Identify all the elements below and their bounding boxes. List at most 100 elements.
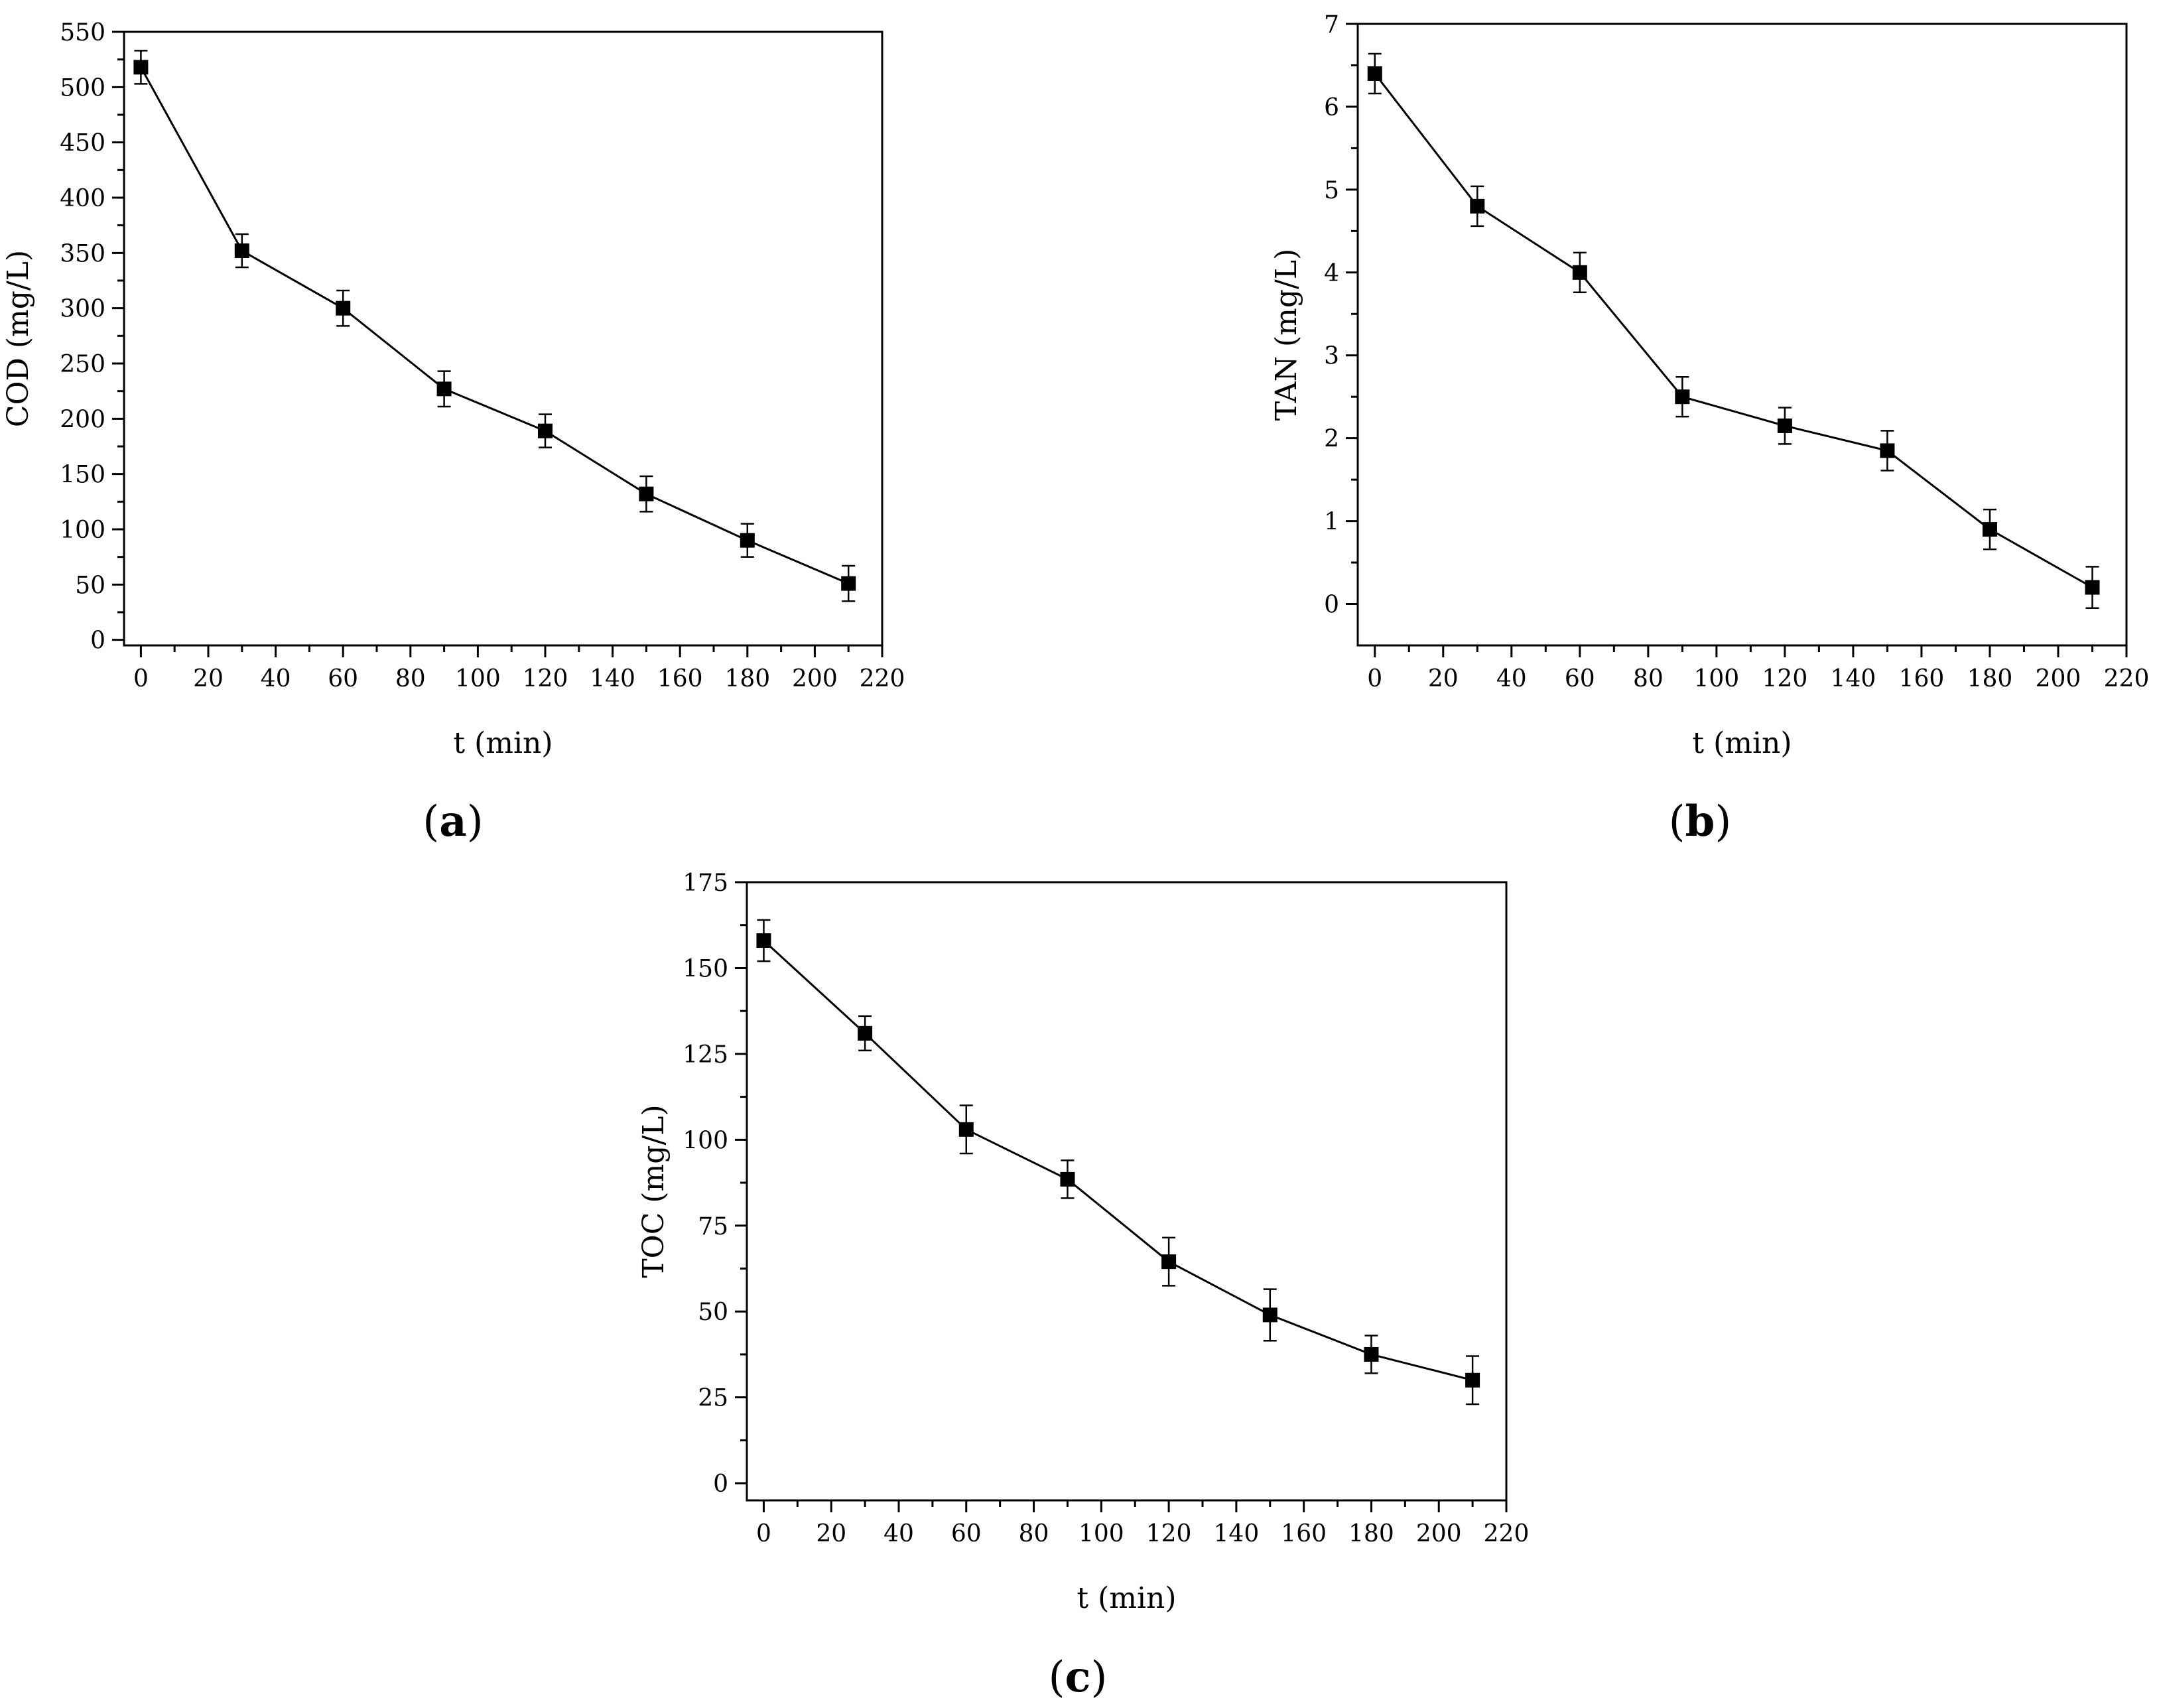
y-tick-label: 1 (1324, 509, 1339, 536)
data-point-marker (858, 1025, 873, 1041)
y-tick-label: 25 (698, 1385, 728, 1412)
panel-label: (b) (1669, 797, 1732, 846)
plot-frame (123, 31, 883, 647)
data-point-marker (234, 243, 249, 258)
data-point-marker (1470, 198, 1485, 214)
y-tick-label: 7 (1324, 11, 1339, 38)
data-point-marker (1572, 265, 1587, 280)
y-tick-label: 100 (60, 517, 105, 544)
x-tick-label: 40 (883, 1520, 914, 1547)
x-tick-label: 40 (261, 665, 291, 692)
x-axis-label: t (min) (1692, 726, 1792, 760)
x-tick-label: 20 (816, 1520, 846, 1547)
y-tick-label: 300 (60, 296, 105, 323)
data-point-marker (1880, 443, 1895, 458)
data-point-marker (740, 533, 755, 548)
x-tick-label: 80 (1019, 1520, 1049, 1547)
panel-label: (c) (1049, 1652, 1108, 1702)
x-axis-label: t (min) (453, 726, 553, 760)
panel-b-tan: 0 20 40 60 80 100 120 140 160 180 200 220 0 1 2 3 4 5 6 7 t … (1270, 11, 2149, 846)
x-tick-label: 100 (1694, 665, 1740, 692)
plot-frame (746, 881, 1508, 1502)
x-tick-label: 120 (523, 665, 568, 692)
y-tick-label: 75 (698, 1213, 728, 1240)
y-tick-label: 0 (90, 627, 105, 655)
y-tick-label: 0 (1324, 592, 1339, 619)
x-tick-label: 180 (1348, 1520, 1394, 1547)
x-tick-label: 100 (455, 665, 501, 692)
data-point-marker (133, 60, 149, 75)
y-tick-label: 450 (60, 130, 105, 157)
x-tick-label: 200 (1416, 1520, 1462, 1547)
x-axis-label: t (min) (1077, 1581, 1176, 1615)
series-line (1374, 73, 2093, 588)
y-tick-label: 150 (60, 462, 105, 489)
data-point-marker (1364, 1347, 1379, 1362)
y-tick-label: 200 (60, 406, 105, 433)
data-point-marker (1465, 1372, 1480, 1388)
x-tick-label: 100 (1079, 1520, 1124, 1547)
y-tick-label: 125 (683, 1041, 728, 1069)
y-tick-label: 500 (60, 74, 105, 101)
data-point-marker (1060, 1171, 1075, 1187)
y-tick-label: 350 (60, 240, 105, 267)
x-tick-label: 0 (1367, 665, 1382, 692)
x-tick-label: 0 (133, 665, 149, 692)
x-tick-label: 160 (657, 665, 703, 692)
x-tick-label: 120 (1146, 1520, 1192, 1547)
x-tick-label: 140 (590, 665, 635, 692)
data-point-marker (1777, 418, 1792, 433)
series-line (140, 66, 849, 585)
y-tick-label: 2 (1324, 426, 1339, 453)
x-tick-label: 20 (1428, 665, 1459, 692)
x-tick-label: 40 (1496, 665, 1527, 692)
x-tick-label: 200 (2036, 665, 2081, 692)
y-tick-label: 550 (60, 19, 105, 46)
x-tick-label: 140 (1831, 665, 1876, 692)
y-tick-label: 4 (1324, 260, 1339, 287)
x-tick-label: 160 (1899, 665, 1945, 692)
x-tick-label: 140 (1214, 1520, 1260, 1547)
data-point-marker (1262, 1307, 1277, 1323)
x-tick-label: 220 (860, 665, 905, 692)
y-axis-label: TAN (mg/L) (1270, 249, 1303, 421)
x-tick-label: 60 (951, 1520, 982, 1547)
x-tick-label: 180 (724, 665, 770, 692)
x-tick-label: 220 (1484, 1520, 1530, 1547)
y-tick-label: 50 (75, 572, 105, 599)
y-tick-label: 50 (698, 1299, 728, 1326)
panel-a-cod: 0 20 40 60 80 100 120 140 160 180 200 220 0 50 100 150 2… (1, 19, 905, 846)
series-line (763, 939, 1473, 1382)
x-tick-label: 200 (792, 665, 838, 692)
y-tick-label: 100 (683, 1127, 728, 1154)
y-tick-label: 250 (60, 351, 105, 378)
y-tick-label: 3 (1324, 343, 1339, 370)
y-tick-label: 6 (1324, 94, 1339, 121)
x-tick-label: 20 (193, 665, 224, 692)
data-point-marker (1161, 1254, 1177, 1270)
data-point-marker (1367, 66, 1382, 81)
y-tick-label: 0 (713, 1471, 728, 1498)
x-tick-label: 120 (1762, 665, 1808, 692)
x-tick-label: 60 (328, 665, 358, 692)
data-point-marker (436, 381, 452, 397)
data-point-marker (841, 576, 856, 591)
data-point-marker (1982, 522, 1997, 537)
panel-label: (a) (423, 797, 483, 846)
x-tick-label: 160 (1281, 1520, 1327, 1547)
x-tick-label: 80 (1633, 665, 1664, 692)
data-point-marker (336, 300, 351, 316)
x-tick-label: 80 (395, 665, 426, 692)
plot-frame (1356, 23, 2128, 647)
y-tick-label: 175 (683, 870, 728, 897)
data-point-marker (538, 423, 553, 438)
y-axis-label: COD (mg/L) (1, 250, 35, 427)
y-axis-label: TOC (mg/L) (637, 1104, 671, 1278)
data-point-marker (1675, 389, 1690, 405)
data-point-marker (958, 1122, 974, 1137)
y-tick-label: 5 (1324, 177, 1339, 204)
data-point-marker (2085, 580, 2100, 595)
x-tick-label: 220 (2104, 665, 2150, 692)
y-tick-label: 150 (683, 955, 728, 982)
